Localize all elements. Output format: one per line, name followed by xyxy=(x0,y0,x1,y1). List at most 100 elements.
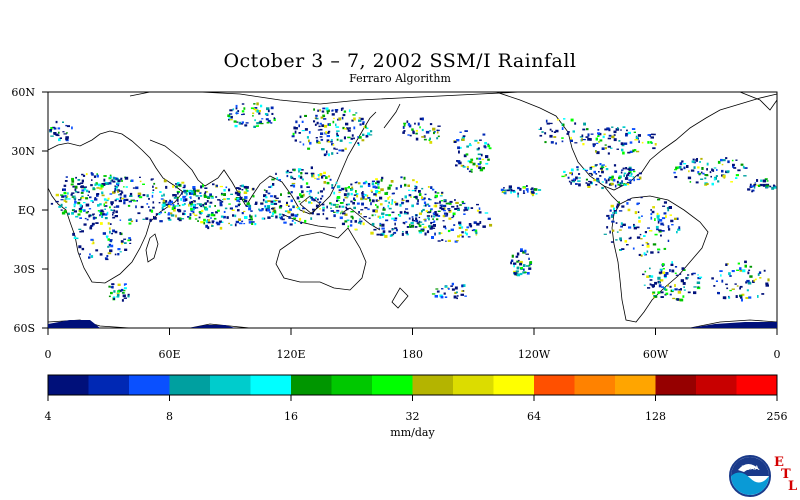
rain-cell xyxy=(444,296,448,298)
rain-cell xyxy=(403,124,406,127)
rain-cell xyxy=(574,142,578,144)
rain-cell xyxy=(616,180,619,184)
rain-cell xyxy=(319,173,323,176)
rain-cell xyxy=(382,206,385,209)
rain-cell xyxy=(454,291,457,294)
rain-cell xyxy=(385,214,389,216)
rain-cell xyxy=(589,166,593,169)
rain-cell xyxy=(211,225,214,227)
rain-cell xyxy=(284,210,289,213)
rain-cell xyxy=(638,176,642,180)
rain-cell xyxy=(411,204,414,208)
rain-cell xyxy=(347,136,351,139)
rain-cell xyxy=(103,205,108,207)
rain-cell xyxy=(364,181,368,184)
rain-cell xyxy=(162,199,166,202)
rain-cell xyxy=(162,205,166,207)
rain-cell xyxy=(153,217,157,220)
rain-cell xyxy=(437,125,441,127)
rain-cell xyxy=(194,218,198,220)
rain-cell xyxy=(101,191,104,194)
rain-cell xyxy=(671,269,675,273)
rain-cell xyxy=(111,232,113,235)
rain-cell xyxy=(746,279,750,283)
rain-cell xyxy=(292,217,297,220)
rain-cell xyxy=(418,190,421,193)
rain-cell xyxy=(522,250,526,254)
rain-cell xyxy=(60,209,63,211)
rain-cell xyxy=(162,208,165,211)
rain-cell xyxy=(750,185,754,188)
rain-cell xyxy=(578,173,581,175)
rain-cell xyxy=(119,251,122,253)
rain-cell xyxy=(418,212,422,215)
rain-cell xyxy=(748,296,752,299)
rain-cell xyxy=(613,207,616,211)
rain-cell xyxy=(361,139,365,142)
rain-cell xyxy=(266,121,270,124)
rain-cell xyxy=(722,174,726,178)
rain-cell xyxy=(273,195,277,198)
rain-cell xyxy=(302,193,305,197)
rain-cell xyxy=(316,117,319,120)
rain-cell xyxy=(626,183,630,186)
rain-cell xyxy=(697,286,700,288)
rain-cell xyxy=(344,147,347,150)
rain-cell xyxy=(390,234,394,237)
rain-cell xyxy=(405,199,410,203)
rain-cell xyxy=(211,220,214,224)
rain-cell xyxy=(344,213,348,216)
rain-cell xyxy=(216,223,220,226)
rain-cell xyxy=(625,134,628,137)
rain-cell xyxy=(541,131,544,133)
rain-cell xyxy=(631,128,636,130)
rain-cell xyxy=(119,232,122,235)
rain-cell xyxy=(406,233,409,236)
rain-cell xyxy=(430,215,433,218)
rain-cell xyxy=(696,286,701,290)
rain-cell xyxy=(756,179,759,182)
rain-cell xyxy=(607,152,610,155)
rain-cell xyxy=(96,194,99,197)
rain-cell xyxy=(318,125,321,128)
rain-cell xyxy=(290,191,293,194)
rain-cell xyxy=(500,188,504,192)
rain-cell xyxy=(347,192,350,196)
rain-cell xyxy=(421,210,423,213)
rain-cell xyxy=(139,176,141,178)
rain-cell xyxy=(90,200,94,202)
rain-cell xyxy=(472,162,476,166)
rain-cell xyxy=(388,201,390,204)
rain-cell xyxy=(180,192,183,195)
rain-cell xyxy=(478,211,482,214)
rain-cell xyxy=(736,285,739,287)
longitude-axis: 0 60E 120E 180 120W 60W 0 xyxy=(45,328,781,361)
rain-cell xyxy=(220,193,223,196)
rain-cell xyxy=(55,133,59,136)
rain-cell xyxy=(176,183,179,186)
rain-cell xyxy=(199,195,203,197)
rain-cell xyxy=(230,115,233,119)
rain-cell xyxy=(93,217,97,219)
rain-cell xyxy=(73,236,77,239)
rain-cell xyxy=(170,212,173,215)
rain-cell xyxy=(526,272,530,275)
rain-cell xyxy=(423,205,426,207)
rain-cell xyxy=(273,210,277,214)
rain-cell xyxy=(391,228,395,230)
rain-cell xyxy=(402,221,405,224)
rain-cell xyxy=(191,201,194,204)
rain-cell xyxy=(308,193,311,195)
rain-cell xyxy=(200,221,204,224)
rain-cell xyxy=(415,186,418,189)
rain-cell xyxy=(379,196,383,200)
rain-cell xyxy=(464,130,468,132)
rain-cell xyxy=(315,204,319,208)
rain-cell xyxy=(470,158,474,161)
rain-cell xyxy=(516,266,520,270)
colorbar-tick-4: 4 xyxy=(45,410,52,423)
rain-cell xyxy=(322,107,326,110)
rain-cell xyxy=(627,198,631,201)
rain-cell xyxy=(582,128,586,131)
